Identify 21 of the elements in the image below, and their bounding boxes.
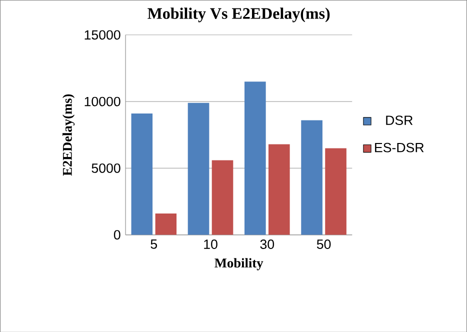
x-axis-title: Mobility	[214, 258, 264, 270]
y-tick-label: 0	[114, 230, 120, 240]
chart-title: Mobility Vs E2EDelay(ms)	[148, 7, 330, 22]
x-tick-label: 10	[204, 239, 218, 249]
y-axis-title: E2EDelay(ms)	[62, 94, 75, 176]
bar	[268, 144, 290, 235]
bar	[325, 148, 346, 235]
bar	[244, 81, 266, 235]
legend-label: ES-DSR	[375, 142, 424, 152]
y-tick-label: 15000	[84, 30, 120, 40]
bar	[131, 113, 153, 235]
legend-label: DSR	[386, 115, 413, 125]
y-tick-label: 5000	[92, 163, 120, 173]
x-tick-label: 5	[150, 239, 158, 249]
x-tick-label: 50	[316, 239, 331, 249]
bar	[155, 213, 177, 235]
y-tick-label: 10000	[84, 96, 120, 106]
bar	[212, 160, 234, 235]
bar	[188, 102, 210, 235]
bar	[301, 120, 322, 235]
x-tick-label: 30	[260, 239, 274, 249]
